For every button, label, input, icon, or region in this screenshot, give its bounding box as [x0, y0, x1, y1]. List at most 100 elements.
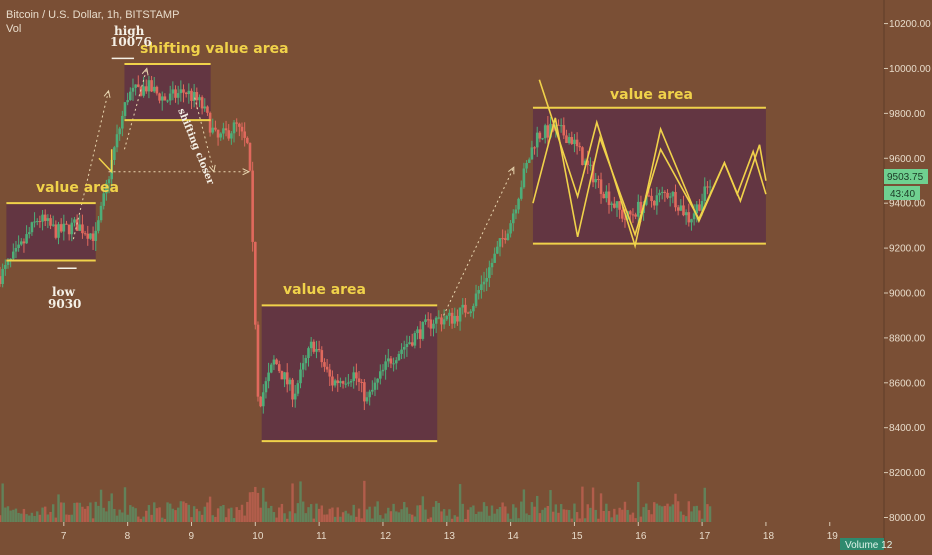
candle-body	[240, 126, 244, 132]
candle-body	[652, 200, 656, 206]
volume-bar	[137, 516, 140, 522]
volume-bar	[490, 505, 494, 522]
candle-body	[35, 221, 39, 223]
candle-body	[464, 304, 467, 313]
volume-bar	[480, 511, 483, 522]
candle-body	[150, 80, 153, 92]
candle-body	[126, 100, 129, 103]
volume-bar	[110, 493, 113, 522]
volume-bar	[246, 501, 249, 522]
candle-body	[277, 364, 281, 372]
time-tick-label: 8	[125, 531, 131, 542]
candle-body	[107, 179, 111, 184]
time-tick-label: 13	[444, 531, 456, 542]
annotation-value-area-right: value area	[610, 87, 693, 103]
candle-body	[97, 220, 100, 231]
candle-body	[557, 124, 560, 126]
candle-body	[527, 159, 531, 163]
volume-bar	[504, 506, 507, 522]
candle-body	[517, 198, 520, 210]
candle-body	[121, 115, 124, 129]
candle-body	[416, 329, 419, 334]
volume-bar	[637, 481, 640, 522]
volume-bar	[434, 501, 438, 522]
volume-bar	[107, 501, 111, 522]
volume-bar	[238, 509, 241, 522]
candle-body	[65, 223, 68, 225]
volume-bar	[102, 507, 105, 522]
volume-bar	[317, 508, 321, 522]
candle-body	[394, 360, 398, 364]
volume-bar	[70, 514, 74, 522]
volume-bar	[472, 505, 475, 522]
volume-bar	[581, 486, 584, 522]
volume-bar	[9, 510, 12, 522]
candle-body	[456, 315, 459, 322]
candle-body	[655, 195, 659, 206]
volume-bar	[336, 507, 339, 522]
volume-bar	[97, 505, 100, 522]
price-tick-label: 9200.00	[889, 244, 926, 255]
candle-body	[184, 92, 188, 95]
volume-bar	[538, 513, 542, 522]
volume-bar	[658, 505, 661, 522]
volume-bar	[145, 510, 148, 522]
volume-bar	[461, 503, 464, 522]
candle-body	[549, 123, 552, 138]
time-axis[interactable]: 7 8 9 10 11 12 13 14 15 16 17 18 19	[61, 522, 838, 542]
volume-bar	[115, 515, 119, 522]
volume-bar	[706, 504, 709, 522]
zigzag-projection	[98, 79, 767, 249]
last-price-label: 9503.75	[887, 172, 924, 183]
time-tick-label: 10	[252, 531, 264, 542]
volume-bar	[190, 517, 193, 522]
candle-body	[296, 383, 300, 394]
candle-body	[559, 125, 563, 127]
volume-bar	[44, 506, 47, 522]
candle-body	[176, 93, 180, 98]
volume-bar	[365, 509, 369, 522]
candle-body	[261, 392, 265, 407]
price-axis[interactable]: 10200.00 10000.00 9800.00 9600.00 9400.00 920…	[883, 0, 931, 550]
volume-bar	[6, 506, 10, 522]
volume-bar	[121, 512, 124, 522]
volume-bar	[389, 511, 393, 522]
candle-body	[440, 317, 443, 325]
annotation-value-area-middle: value area	[283, 282, 366, 298]
candle-body	[698, 204, 701, 211]
candle-body	[647, 195, 651, 197]
volume-bar	[301, 501, 305, 522]
candle-body	[230, 133, 233, 139]
candle-body	[118, 128, 121, 135]
time-tick-label: 11	[316, 531, 327, 542]
candle-body	[424, 319, 427, 322]
volume-bar	[179, 501, 183, 522]
volume-bar	[296, 503, 300, 522]
candle-body	[474, 293, 478, 306]
candlesticks	[0, 75, 712, 414]
candle-body	[591, 164, 595, 183]
candle-body	[49, 218, 52, 226]
candle-body	[543, 125, 547, 139]
volume-bar	[91, 518, 95, 522]
volume-bar	[142, 516, 145, 522]
candle-body	[708, 186, 712, 188]
candle-body	[421, 321, 425, 339]
candle-body	[613, 203, 616, 208]
candle-body	[206, 106, 209, 113]
volume-bars	[0, 480, 712, 522]
volume-bar	[629, 514, 632, 522]
volume-bar	[267, 508, 270, 522]
countdown-label: 43:40	[890, 189, 915, 200]
volume-bar	[65, 514, 68, 522]
volume-bar	[363, 480, 366, 522]
candle-body	[254, 241, 257, 325]
dotted-arrow-4	[443, 167, 515, 316]
volume-bar	[25, 514, 28, 522]
volume-bar	[235, 507, 238, 522]
price-tick-label: 9400.00	[889, 199, 926, 210]
volume-bar	[158, 507, 161, 522]
candle-body	[115, 134, 119, 148]
volume-bar	[528, 515, 531, 522]
